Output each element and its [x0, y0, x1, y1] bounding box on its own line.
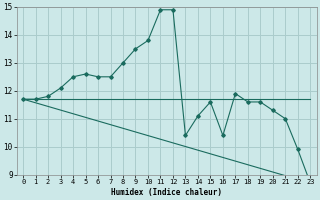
X-axis label: Humidex (Indice chaleur): Humidex (Indice chaleur) [111, 188, 222, 197]
